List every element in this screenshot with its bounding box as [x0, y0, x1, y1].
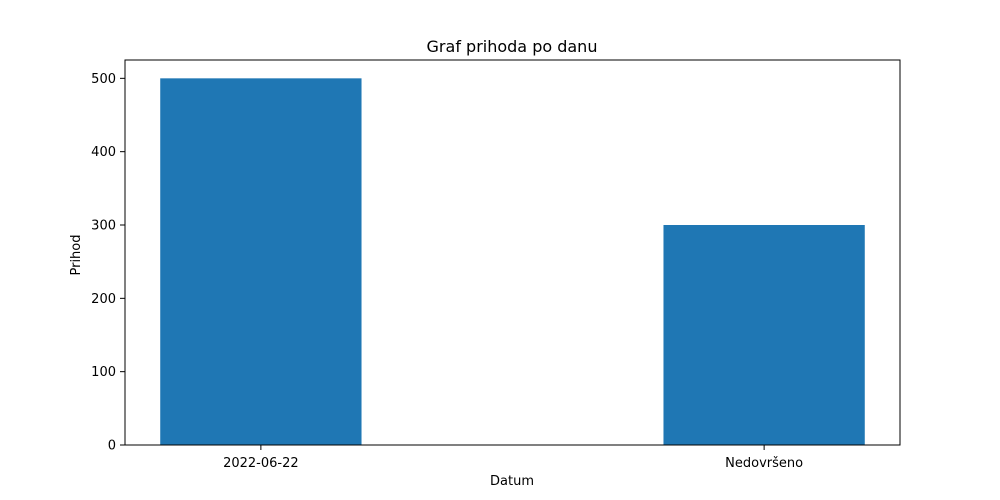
y-tick-label: 200 [91, 292, 116, 307]
y-tick-label: 0 [108, 439, 116, 454]
y-tick-label: 400 [91, 145, 116, 160]
x-axis-ticks: 2022-06-22 Nedovršeno [223, 445, 803, 471]
y-tick-label: 500 [91, 72, 116, 87]
y-axis-ticks: 0 100 200 300 400 500 [91, 72, 125, 454]
x-tick-label: Nedovršeno [725, 456, 803, 471]
bars-group [160, 78, 865, 445]
y-tick-label: 300 [91, 219, 116, 234]
chart-title: Graf prihoda po danu [427, 37, 598, 56]
y-tick-label: 100 [91, 365, 116, 380]
bar-0 [160, 78, 362, 445]
y-axis-label: Prihod [69, 234, 84, 275]
x-tick-label: 2022-06-22 [223, 456, 299, 471]
plot-frame [124, 59, 901, 446]
bar-1 [663, 225, 865, 445]
x-axis-label: Datum [490, 474, 534, 489]
